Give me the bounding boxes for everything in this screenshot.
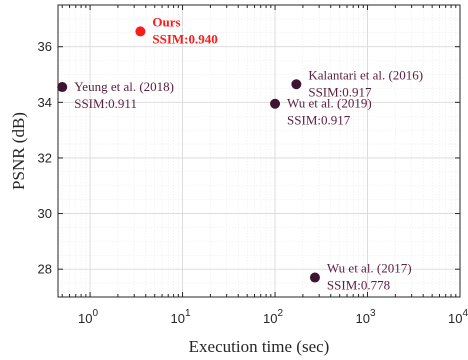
x-tick-label-exponent: 2 <box>277 308 283 319</box>
data-point <box>291 79 302 90</box>
point-label-ssim: SSIM:0.911 <box>74 96 137 111</box>
y-tick-label: 32 <box>38 150 52 165</box>
data-point <box>57 82 68 93</box>
x-axis-title: Execution time (sec) <box>189 337 330 356</box>
data-point <box>270 98 281 109</box>
point-label-name: Kalantari et al. (2016) <box>308 67 423 82</box>
data-point <box>309 272 320 283</box>
x-tick-label: 102 <box>263 308 283 326</box>
x-tick-label: 103 <box>356 308 376 326</box>
x-tick-label-exponent: 0 <box>93 308 99 319</box>
y-axis-title: PSNR (dB) <box>9 112 28 190</box>
x-tick-label-exponent: 1 <box>185 308 191 319</box>
point-label-ssim: SSIM:0.940 <box>152 31 217 46</box>
point-label-name: Wu et al. (2019) <box>287 96 372 111</box>
point-label-name: Ours <box>152 14 180 29</box>
x-tick-label-exponent: 4 <box>462 308 468 319</box>
point-label-ssim: SSIM:0.917 <box>308 84 372 99</box>
y-tick-label: 36 <box>38 39 52 54</box>
y-tick-label: 28 <box>38 262 52 277</box>
point-ours <box>135 26 146 37</box>
x-tick-label-base: 10 <box>448 311 462 326</box>
x-tick-label: 104 <box>448 308 468 326</box>
x-tick-label: 100 <box>78 308 98 326</box>
point-label-ssim: SSIM:0.778 <box>327 278 390 293</box>
x-tick-label-base: 10 <box>263 311 277 326</box>
point-label-name: Wu et al. (2017) <box>327 261 412 276</box>
x-tick-label-exponent: 3 <box>370 308 376 319</box>
y-tick-label: 34 <box>38 95 52 110</box>
point-label-name: Yeung et al. (2018) <box>74 79 174 94</box>
y-tick-label: 30 <box>38 206 52 221</box>
x-tick-label-base: 10 <box>78 311 92 326</box>
x-tick-label-base: 10 <box>356 311 370 326</box>
axes-box <box>57 4 461 298</box>
point-label-ssim: SSIM:0.917 <box>287 113 351 128</box>
x-tick-label: 101 <box>171 308 191 326</box>
x-tick-label-base: 10 <box>171 311 185 326</box>
plot-area <box>58 5 460 297</box>
